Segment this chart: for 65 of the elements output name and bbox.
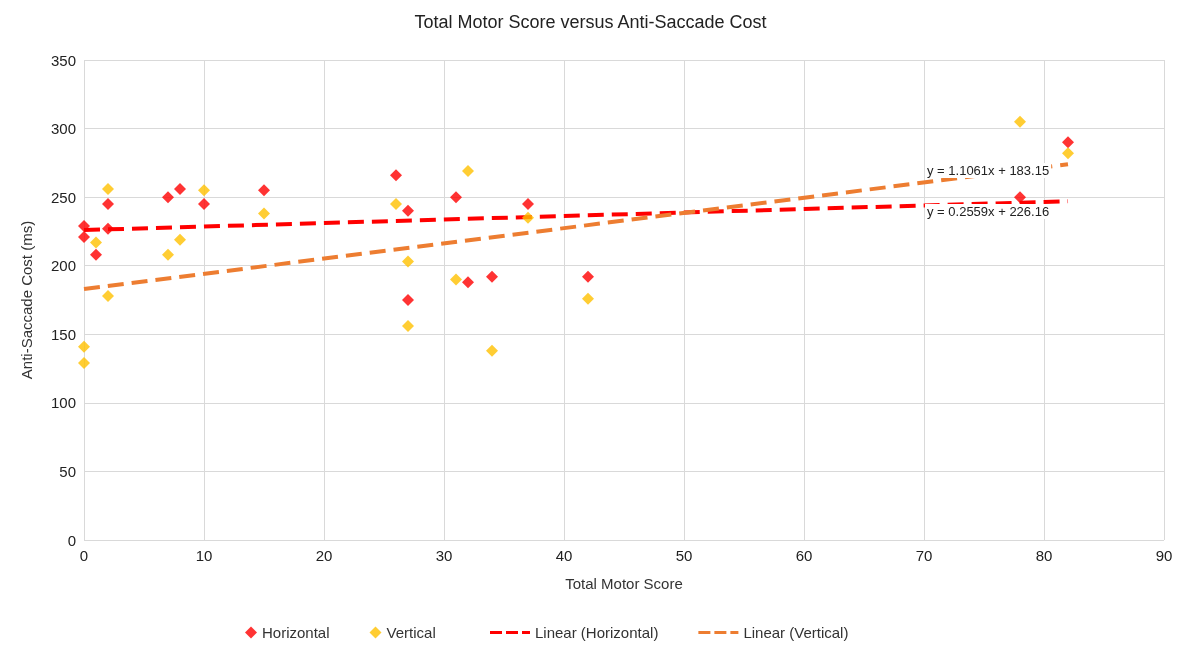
point bbox=[522, 198, 534, 210]
x-tick-label: 60 bbox=[795, 547, 813, 564]
point bbox=[1014, 191, 1026, 204]
point bbox=[402, 255, 414, 268]
point bbox=[102, 289, 114, 302]
point bbox=[582, 270, 594, 283]
y-tick-label: 50 bbox=[59, 462, 76, 480]
x-axis-title: Total Motor Score bbox=[565, 575, 683, 592]
legend-label: Vertical bbox=[386, 624, 436, 641]
point bbox=[78, 340, 90, 353]
point bbox=[102, 182, 114, 195]
point bbox=[198, 198, 210, 210]
y-axis-title: Anti-Saccade Cost (ms) bbox=[18, 220, 35, 380]
x-tick-label: 90 bbox=[1155, 547, 1173, 564]
x-tick-label: 70 bbox=[915, 547, 933, 564]
y-tick-label: 200 bbox=[50, 257, 76, 275]
point bbox=[102, 198, 114, 210]
y-tick-label: 250 bbox=[50, 188, 76, 206]
point bbox=[402, 294, 414, 306]
point bbox=[486, 270, 498, 283]
annotation: y = 1.1061x + 183.15 bbox=[927, 163, 1050, 178]
point bbox=[162, 248, 174, 261]
point bbox=[486, 344, 498, 357]
point bbox=[402, 204, 414, 217]
x-tick-label: 40 bbox=[555, 547, 573, 564]
point bbox=[522, 211, 534, 224]
annotation: y = 0.2559x + 226.16 bbox=[927, 204, 1050, 219]
point bbox=[462, 276, 474, 289]
point bbox=[450, 191, 462, 204]
point bbox=[390, 169, 402, 182]
point bbox=[258, 207, 270, 220]
point bbox=[174, 233, 186, 246]
point bbox=[462, 165, 474, 178]
point bbox=[90, 236, 102, 249]
point bbox=[198, 184, 210, 197]
y-tick-label: 100 bbox=[50, 394, 76, 412]
point bbox=[258, 184, 270, 197]
point bbox=[1062, 136, 1074, 149]
point bbox=[450, 273, 462, 286]
point bbox=[174, 182, 186, 195]
x-tick-label: 0 bbox=[79, 547, 89, 564]
y-tick-label: 0 bbox=[67, 531, 76, 549]
x-tick-label: 30 bbox=[435, 547, 453, 564]
point bbox=[1014, 115, 1026, 128]
legend-label: Linear (Vertical) bbox=[743, 624, 849, 641]
y-tick-label: 300 bbox=[50, 120, 76, 138]
point bbox=[78, 230, 90, 243]
point bbox=[1062, 147, 1074, 160]
y-tick-label: 350 bbox=[50, 51, 76, 69]
y-tick-label: 150 bbox=[50, 325, 76, 343]
point bbox=[162, 191, 174, 204]
point bbox=[390, 198, 402, 210]
point bbox=[90, 248, 102, 261]
x-tick-label: 80 bbox=[1035, 547, 1053, 564]
legend-label: Horizontal bbox=[262, 624, 330, 641]
point bbox=[78, 357, 90, 370]
chart-title: Total Motor Score versus Anti-Saccade Cost bbox=[414, 12, 767, 32]
x-tick-label: 10 bbox=[195, 547, 213, 564]
point bbox=[582, 292, 594, 305]
legend-label: Linear (Horizontal) bbox=[535, 624, 659, 641]
point bbox=[102, 222, 114, 235]
x-tick-label: 20 bbox=[315, 547, 333, 564]
point bbox=[78, 219, 90, 232]
point bbox=[402, 320, 414, 333]
x-tick-label: 50 bbox=[675, 547, 693, 564]
